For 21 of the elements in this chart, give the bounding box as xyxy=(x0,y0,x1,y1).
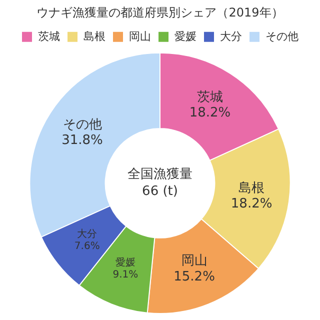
text: 全国漁獲量 xyxy=(128,167,192,182)
slice-label: 大分 xyxy=(77,228,98,240)
data-label: 18.2% xyxy=(189,106,231,121)
slice-label: その他 xyxy=(62,118,102,133)
legend-label: 茨城 xyxy=(38,30,60,43)
legend-label: 岡山 xyxy=(129,30,151,43)
data-label: 7.6% xyxy=(74,240,100,252)
data-label: 15.2% xyxy=(174,269,215,284)
chart-title: ウナギ漁獲量の都道府県別シェア（2019年） xyxy=(36,5,284,20)
data-label: 31.8% xyxy=(62,133,103,148)
data-label: 18.2% xyxy=(230,196,272,212)
legend-label: 島根 xyxy=(84,30,106,43)
data-label: 9.1% xyxy=(112,270,138,281)
legend-label: 大分 xyxy=(220,30,242,43)
slice-label: 島根 xyxy=(238,180,265,196)
text: 66 (t) xyxy=(142,184,178,200)
slice-label: 茨城 xyxy=(197,90,224,105)
legend-label: その他 xyxy=(266,30,298,43)
slice-label: 愛媛 xyxy=(115,256,136,269)
legend-label: 愛媛 xyxy=(174,30,196,43)
slice-label: 岡山 xyxy=(181,254,208,269)
